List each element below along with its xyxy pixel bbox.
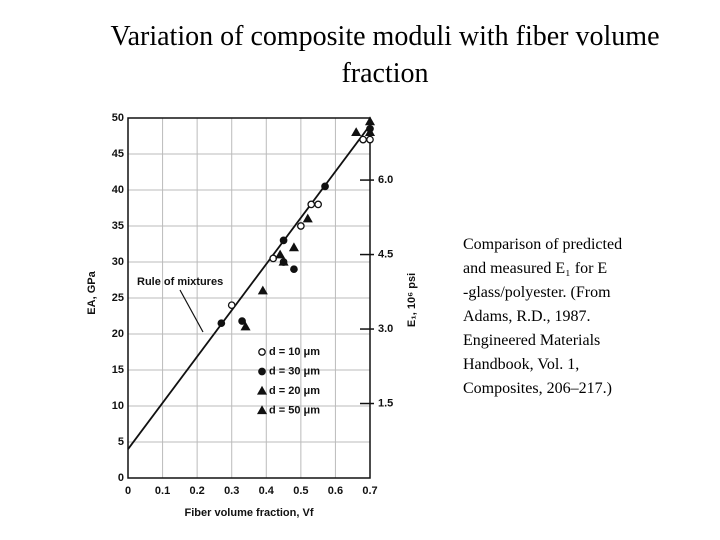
y-axis-label: EA, GPa [86, 270, 98, 314]
point [288, 242, 299, 252]
plot-frame [127, 117, 371, 479]
y2-axis-label: E₁, 10⁶ psi [406, 273, 418, 327]
y-tick-label: 0 [118, 472, 124, 484]
legend-label: d = 20 μm [269, 385, 320, 397]
y-tick-label: 40 [112, 184, 124, 196]
point [321, 182, 329, 191]
point [217, 319, 226, 328]
slide-title: Variation of composite moduli with fiber… [110, 21, 660, 89]
legend-label: d = 30 μm [269, 365, 320, 377]
point [351, 127, 362, 136]
caption-line: Handbook, Vol. 1, [463, 356, 580, 373]
point [364, 116, 376, 126]
point [366, 135, 374, 144]
y-tick-label: 35 [112, 220, 124, 232]
point [227, 301, 236, 310]
line [127, 124, 371, 450]
point [278, 256, 289, 266]
x-tick-label: 0 [125, 485, 131, 497]
point [307, 200, 316, 209]
x-tick-label: 0.5 [293, 485, 308, 497]
point [279, 236, 288, 245]
point [297, 222, 305, 230]
legend-label: d = 10 μm [269, 346, 320, 358]
y2-tick-label: 1.5 [378, 397, 393, 409]
legend-marker [256, 385, 268, 395]
caption: Comparison of predicted and measured E₁ f… [463, 233, 622, 401]
y2-tick-label: 6.0 [378, 174, 393, 186]
x-tick-label: 0.7 [362, 485, 377, 497]
point [359, 135, 367, 144]
x-tick-label: 0.3 [224, 485, 239, 497]
caption-line: Composites, 206–217.) [463, 380, 612, 397]
point [302, 213, 313, 223]
x-tick-label: 0.1 [155, 485, 170, 497]
caption-line: Comparison of predicted [463, 236, 623, 253]
y2-tick-label: 3.0 [378, 323, 393, 335]
y-tick-label: 30 [112, 256, 124, 268]
point [240, 321, 251, 331]
x-tick-label: 0.4 [259, 485, 275, 497]
point [238, 317, 246, 325]
y-tick-label: 10 [112, 400, 124, 412]
caption-line: Engineered Materials [463, 332, 601, 349]
annotation: Rule of mixtures [137, 276, 223, 288]
caption-line: and measured E₁ for E [463, 260, 608, 277]
x-axis-label: Fiber volume fraction, Vf [185, 507, 314, 519]
legend-label: d = 50 μm [269, 404, 320, 416]
point [257, 285, 268, 295]
point [314, 200, 322, 209]
legend-marker [258, 367, 266, 376]
y-tick-label: 45 [112, 148, 124, 160]
legend-marker [258, 348, 266, 356]
caption-line: Adams, R.D., 1987. [463, 308, 591, 325]
point [364, 127, 376, 136]
x-tick-label: 0.6 [328, 485, 343, 497]
y-tick-label: 50 [112, 112, 124, 124]
caption-line: -glass/polyester. (From [463, 284, 611, 301]
point [275, 249, 286, 259]
y-tick-label: 25 [112, 292, 124, 304]
point [290, 265, 298, 274]
y2-tick-label: 4.5 [378, 248, 393, 260]
y-tick-label: 5 [118, 436, 124, 448]
annotation-arrow [179, 289, 204, 333]
x-tick-label: 0.2 [189, 485, 204, 497]
legend-marker [256, 405, 268, 415]
y-tick-label: 15 [112, 364, 124, 376]
y-tick-label: 20 [112, 328, 124, 340]
